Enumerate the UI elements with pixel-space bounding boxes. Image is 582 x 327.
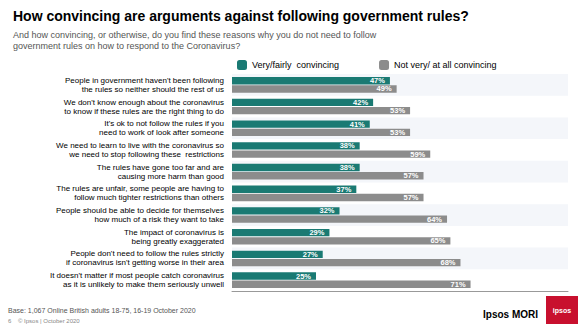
svg-text:The rules are unfair, some peo: The rules are unfair, some people are ha… <box>56 184 224 193</box>
svg-text:29%: 29% <box>309 228 324 237</box>
svg-text:65%: 65% <box>430 236 445 245</box>
svg-text:We need to learn to live with: We need to learn to live with the corona… <box>56 141 224 150</box>
svg-text:47%: 47% <box>369 76 385 86</box>
svg-text:Ipsos MORI: Ipsos MORI <box>483 309 538 320</box>
svg-text:Very/fairly convincing: Very/fairly convincing <box>252 60 339 70</box>
svg-text:53%: 53% <box>390 128 405 137</box>
svg-text:Base: 1,067 Online British adu: Base: 1,067 Online British adults 18-75,… <box>8 307 196 314</box>
svg-text:37%: 37% <box>336 185 351 194</box>
svg-text:People don't need to follow th: People don't need to follow the rules st… <box>70 249 224 258</box>
svg-text:government rules on how to res: government rules on how to respond to th… <box>13 41 240 51</box>
svg-text:57%: 57% <box>404 193 419 202</box>
svg-text:The rules have gone too far an: The rules have gone too far and are <box>97 163 225 172</box>
svg-text:how much of a risk they want t: how much of a risk they want to take <box>95 215 225 224</box>
svg-text:People in government haven't b: People in government haven't been follow… <box>65 76 224 85</box>
svg-text:32%: 32% <box>320 206 335 215</box>
svg-text:64%: 64% <box>427 215 442 224</box>
svg-text:We don't know enough about the: We don't know enough about the coronavir… <box>64 98 224 107</box>
svg-text:It's ok to not follow the rule: It's ok to not follow the rules if you <box>104 119 224 128</box>
svg-text:68%: 68% <box>440 258 455 267</box>
svg-text:And how convincing, or otherwi: And how convincing, or otherwise, do you… <box>13 30 377 40</box>
svg-text:41%: 41% <box>350 120 365 129</box>
svg-text:71%: 71% <box>451 280 466 289</box>
svg-text:It doesn't matter if most peop: It doesn't matter if most people catch c… <box>50 271 224 280</box>
svg-text:57%: 57% <box>404 171 419 180</box>
svg-text:25%: 25% <box>296 272 311 281</box>
svg-text:49%: 49% <box>377 84 392 93</box>
svg-text:The impact of coronavirus is: The impact of coronavirus is <box>124 228 224 237</box>
svg-text:59%: 59% <box>410 150 425 159</box>
svg-text:if coronavirus isn't getting w: if coronavirus isn't getting worse in th… <box>66 258 225 267</box>
svg-text:38%: 38% <box>340 163 355 172</box>
svg-text:to know if these rules are the: to know if these rules are the right thi… <box>64 107 224 116</box>
svg-text:How convincing are arguments a: How convincing are arguments against fol… <box>13 8 469 24</box>
svg-text:as it is unlikely to make them: as it is unlikely to make them seriously… <box>63 280 224 289</box>
svg-text:the rules so neither should th: the rules so neither should the rest of … <box>82 85 224 94</box>
svg-text:42%: 42% <box>353 98 368 107</box>
svg-text:we need to stop following thes: we need to stop following these restrict… <box>68 150 224 159</box>
svg-text:38%: 38% <box>340 141 355 150</box>
svg-text:Not very/ at all convincing: Not very/ at all convincing <box>394 60 497 70</box>
svg-text:need to work of look after som: need to work of look after someone <box>99 128 225 137</box>
svg-text:follow much tighter restrictio: follow much tighter restrictions than ot… <box>74 193 224 202</box>
svg-text:27%: 27% <box>303 250 318 259</box>
svg-text:causing more harm than good: causing more harm than good <box>118 172 224 181</box>
svg-text:ipsos: ipsos <box>553 307 571 315</box>
svg-text:People should be able to decid: People should be able to decide for them… <box>56 206 224 215</box>
svg-text:being greatly exaggerated: being greatly exaggerated <box>131 237 224 246</box>
svg-text:6 © Ipsos | October 2020: 6 © Ipsos | October 2020 <box>8 318 80 324</box>
svg-text:53%: 53% <box>390 106 405 115</box>
